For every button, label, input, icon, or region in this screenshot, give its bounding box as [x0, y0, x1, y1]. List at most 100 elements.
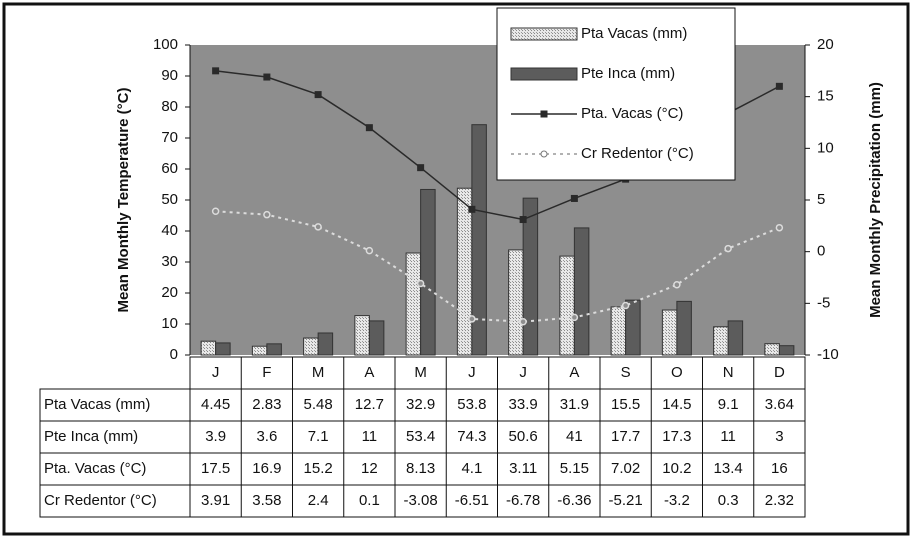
- y2-tick-label: -10: [817, 346, 839, 363]
- table-cell: 14.5: [662, 396, 691, 413]
- bar: [368, 320, 385, 356]
- table-cell: 11: [720, 428, 736, 445]
- table-cell: 17.5: [201, 460, 230, 477]
- y2-tick-label: 5: [817, 191, 825, 208]
- marker: [365, 246, 374, 255]
- bar: [610, 306, 627, 356]
- marker: [673, 280, 681, 289]
- marker: [416, 279, 425, 288]
- marker: [263, 73, 271, 81]
- table-cell: 7.1: [308, 428, 329, 445]
- y-tick-label: 100: [153, 36, 178, 53]
- table-cell: 32.9: [406, 396, 435, 413]
- y2-tick-label: 10: [817, 139, 834, 156]
- x-tick-label: J: [212, 364, 220, 381]
- table-cell: 0.1: [359, 492, 380, 509]
- y-axis-title: Mean Monthly Temperature (°C): [115, 88, 132, 313]
- x-tick-label: M: [312, 364, 325, 381]
- table-cell: 50.6: [509, 428, 538, 445]
- line: [215, 210, 780, 323]
- table-cell: 53.8: [457, 396, 486, 413]
- marker: [570, 194, 578, 202]
- bar: [676, 300, 692, 356]
- table-cell: 15.5: [611, 396, 640, 413]
- table-cell: 3.6: [256, 428, 277, 445]
- y2-tick-label: 0: [817, 243, 825, 260]
- table-cell: 41: [566, 428, 583, 445]
- marker: [775, 223, 784, 232]
- table-cell: 33.9: [509, 396, 538, 413]
- bar: [522, 197, 539, 356]
- marker: [212, 67, 220, 75]
- table-cell: -5.21: [609, 492, 643, 509]
- marker: [365, 124, 373, 132]
- legend-label: Pta Vacas (mm): [581, 25, 687, 42]
- y-tick-label: 60: [161, 160, 178, 177]
- table-cell: 4.45: [201, 396, 230, 413]
- bar: [471, 124, 487, 356]
- table-cell: 2.4: [308, 492, 329, 509]
- marker: [570, 313, 579, 322]
- table-cell: 3: [775, 428, 783, 445]
- table-cell: -6.51: [455, 492, 489, 509]
- table-cell: 5.15: [560, 460, 589, 477]
- y-tick-label: 10: [161, 315, 178, 332]
- table-cell: -6.78: [506, 492, 540, 509]
- marker: [211, 207, 220, 216]
- table-cell: 17.3: [662, 428, 691, 445]
- table-cell: 11: [362, 428, 378, 445]
- table-cell: -3.08: [404, 492, 438, 509]
- bar: [573, 227, 590, 356]
- marker: [263, 210, 271, 219]
- table-cell: -6.36: [557, 492, 591, 509]
- bar: [303, 337, 319, 356]
- y-tick-label: 40: [161, 222, 178, 239]
- marker: [519, 317, 527, 326]
- x-tick-label: D: [774, 364, 785, 381]
- table-row-label: Pta. Vacas (°C): [44, 460, 146, 477]
- table-cell: 31.9: [560, 396, 589, 413]
- x-tick-label: A: [364, 364, 374, 381]
- y-tick-label: 50: [161, 191, 178, 208]
- bar: [200, 340, 217, 356]
- table-cell: 3.11: [509, 460, 537, 477]
- y2-tick-label: -5: [817, 294, 830, 311]
- table-cell: 3.58: [252, 492, 281, 509]
- bar: [215, 342, 231, 356]
- marker: [621, 301, 630, 310]
- marker: [314, 223, 322, 231]
- marker: [519, 216, 527, 224]
- table-cell: 8.13: [406, 460, 435, 477]
- marker: [417, 164, 425, 172]
- table-cell: 12.7: [355, 396, 384, 413]
- marker: [468, 315, 476, 323]
- y2-axis-title: Mean Monthly Precipitation (mm): [867, 82, 884, 318]
- bar: [559, 255, 575, 356]
- y-tick-label: 70: [161, 129, 178, 146]
- x-tick-label: N: [723, 364, 734, 381]
- y-tick-label: 90: [161, 67, 178, 84]
- bar: [508, 249, 524, 356]
- y-tick-label: 0: [170, 346, 178, 363]
- table-cell: 2.32: [765, 492, 794, 509]
- table-row-label: Cr Redentor (°C): [44, 492, 157, 509]
- table-cell: 15.2: [304, 460, 333, 477]
- table-cell: 53.4: [406, 428, 435, 445]
- bar: [778, 345, 795, 356]
- bar: [420, 188, 436, 356]
- bar: [713, 326, 729, 356]
- bar: [354, 315, 370, 356]
- table-cell: 17.7: [611, 428, 640, 445]
- marker: [775, 82, 783, 90]
- legend-marker: [540, 150, 548, 158]
- bar: [251, 345, 268, 356]
- table-cell: 3.91: [201, 492, 230, 509]
- marker: [468, 205, 476, 213]
- bar: [405, 252, 422, 356]
- table-cell: 16: [771, 460, 788, 477]
- table-cell: 4.1: [461, 460, 482, 477]
- legend-label: Cr Redentor (°C): [581, 145, 694, 162]
- table-cell: 16.9: [252, 460, 281, 477]
